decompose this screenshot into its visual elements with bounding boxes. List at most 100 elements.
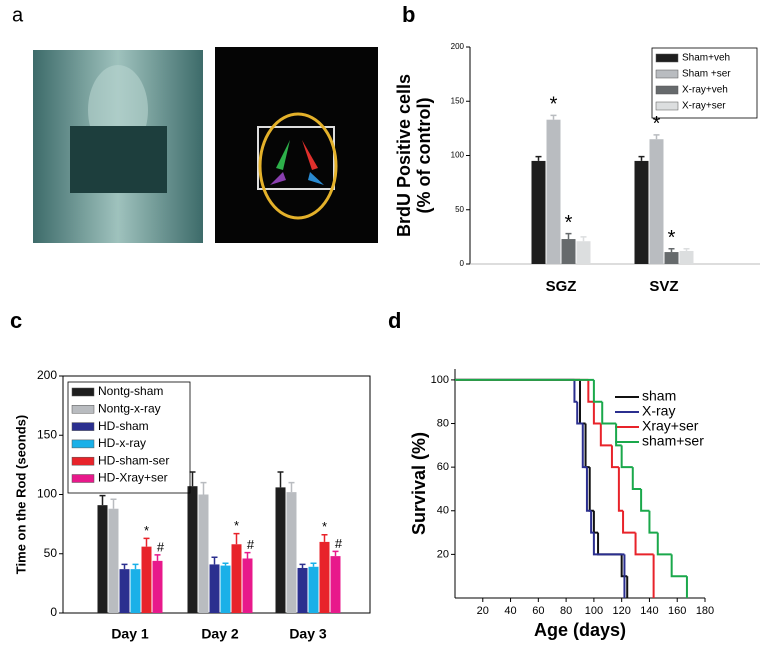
- y-tick-label: 50: [44, 546, 58, 560]
- x-tick-label: SGZ: [546, 278, 577, 295]
- x-tick-label: 180: [696, 605, 714, 617]
- legend-swatch: [71, 456, 95, 466]
- legend-swatch: [655, 85, 679, 95]
- error-bar: [683, 248, 690, 251]
- y-tick-label: 60: [437, 461, 449, 473]
- survival-step: [631, 467, 642, 490]
- significance-mark: *: [144, 523, 149, 538]
- panel-label: b: [402, 2, 415, 27]
- survival-step: [610, 445, 619, 469]
- survival-step: [592, 510, 599, 534]
- y-axis-title: Survival (%): [409, 432, 429, 535]
- x-tick-label: Day 3: [289, 626, 327, 642]
- survival-step: [601, 401, 617, 425]
- x-tick-label: 20: [477, 605, 489, 617]
- survival-step: [584, 423, 590, 469]
- x-axis-title: Age (days): [534, 620, 626, 640]
- bar: [286, 492, 297, 613]
- significance-mark: *: [668, 227, 676, 249]
- y-tick-label: 80: [437, 417, 449, 429]
- panel-label: d: [388, 308, 401, 333]
- error-bar: [277, 471, 284, 488]
- x-tick-label: 40: [504, 605, 516, 617]
- y-axis-title: BrdU Positive cells: [394, 74, 414, 237]
- survival-step: [656, 532, 672, 556]
- significance-mark: *: [565, 212, 573, 234]
- bar: [198, 494, 209, 613]
- y-axis-title: (% of control): [414, 98, 434, 214]
- survival-step: [576, 401, 583, 425]
- y-tick-label: 100: [451, 151, 465, 160]
- legend-box: [651, 47, 758, 119]
- survival-step: [634, 532, 654, 556]
- error-bar: [668, 248, 675, 253]
- y-axis-title: Time on the Rod (seonds): [13, 415, 28, 574]
- bar: [231, 544, 242, 613]
- survival-step: [573, 379, 578, 403]
- legend-label: Nontg-sham: [98, 384, 163, 398]
- y-tick-label: 150: [451, 96, 465, 105]
- survival-step: [579, 379, 586, 425]
- error-bar: [535, 155, 542, 161]
- x-tick-label: 120: [612, 605, 630, 617]
- legend-label: Sham+veh: [682, 53, 730, 64]
- survival-step: [587, 379, 594, 403]
- significance-mark: *: [653, 113, 661, 135]
- bar: [97, 505, 108, 613]
- bar: [664, 252, 679, 264]
- bar: [576, 241, 591, 264]
- error-bar: [189, 471, 196, 487]
- error-bar: [653, 134, 660, 140]
- error-bar: [154, 554, 161, 561]
- xray-image: [33, 50, 203, 243]
- bar: [220, 565, 231, 613]
- error-bar: [211, 556, 218, 565]
- error-bar: [200, 481, 207, 495]
- error-bar: [121, 563, 128, 570]
- bar: [319, 541, 330, 613]
- bar: [130, 569, 141, 613]
- error-bar: [565, 232, 572, 240]
- error-bar: [321, 534, 328, 542]
- y-tick-label: 0: [460, 259, 465, 268]
- x-tick-label: 60: [532, 605, 544, 617]
- legend-label: Xray+ser: [642, 418, 699, 434]
- y-tick-label: 200: [37, 368, 57, 382]
- bar: [119, 569, 130, 613]
- error-bar: [132, 563, 139, 570]
- legend-swatch: [655, 101, 679, 111]
- error-bar: [288, 481, 295, 493]
- bar: [152, 560, 163, 613]
- legend-label: Nontg-x-ray: [98, 401, 161, 415]
- panel-label: a: [12, 4, 24, 26]
- bar: [297, 567, 308, 613]
- x-tick-label: 140: [640, 605, 658, 617]
- legend-swatch: [655, 69, 679, 79]
- x-tick-label: Day 1: [111, 626, 149, 642]
- survival-step: [581, 423, 587, 469]
- mri-image: [215, 47, 378, 243]
- legend-label: Sham +ser: [682, 69, 731, 80]
- bar: [634, 160, 649, 264]
- legend-label: HD-Xray+ser: [98, 471, 168, 485]
- survival-step: [670, 554, 687, 578]
- x-tick-label: 80: [560, 605, 572, 617]
- survival-step: [592, 401, 601, 425]
- bar: [242, 558, 253, 613]
- survival-step: [615, 423, 622, 447]
- legend-swatch: [71, 422, 95, 431]
- significance-mark: #: [247, 537, 255, 552]
- y-tick-label: 200: [451, 42, 465, 51]
- survival-step: [590, 510, 594, 534]
- survival-step: [622, 510, 636, 534]
- error-bar: [244, 551, 251, 559]
- y-tick-label: 0: [50, 605, 57, 619]
- significance-mark: #: [157, 539, 165, 554]
- x-tick-label: SVZ: [649, 278, 678, 295]
- x-tick-label: 160: [668, 605, 686, 617]
- error-bar: [638, 155, 645, 161]
- legend-box: [67, 381, 191, 494]
- error-bar: [332, 550, 339, 557]
- bar: [561, 239, 576, 264]
- bar: [679, 250, 694, 264]
